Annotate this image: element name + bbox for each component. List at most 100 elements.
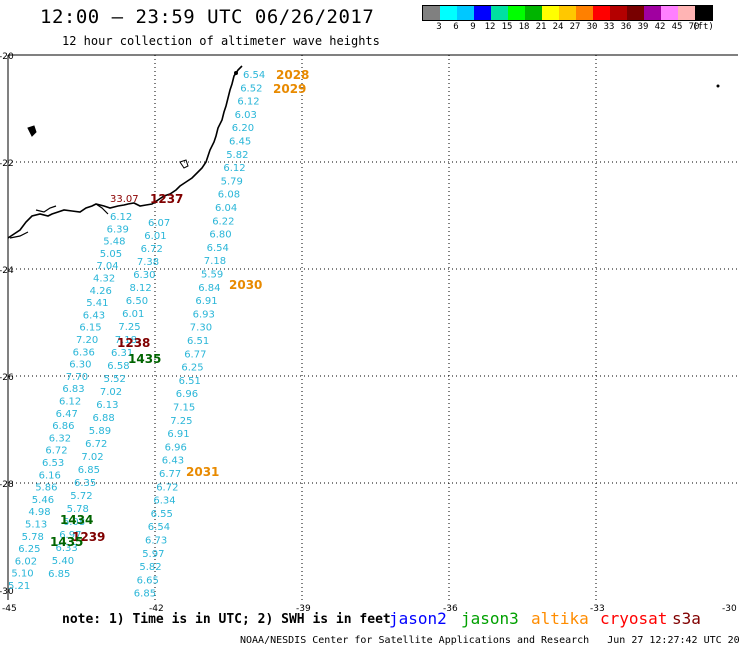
legend-swatch xyxy=(661,6,678,20)
island xyxy=(716,84,720,88)
legend-swatch xyxy=(644,6,661,20)
swh-value: 7.38 xyxy=(137,257,159,268)
swh-value: 6.02 xyxy=(15,556,37,567)
pass-label: 1435 xyxy=(50,535,83,549)
swh-value: 5.78 xyxy=(67,504,89,515)
swh-value: 6.12 xyxy=(59,397,81,408)
map-subtitle: 12 hour collection of altimeter wave hei… xyxy=(62,34,380,48)
swh-value: 6.12 xyxy=(110,212,132,223)
swh-value: 6.20 xyxy=(232,123,254,134)
legend-label: 21 xyxy=(535,22,547,32)
legend-swatch xyxy=(423,6,440,20)
swh-value: 6.54 xyxy=(243,70,265,81)
legend-label: 27 xyxy=(569,22,581,32)
pass-label: 2031 xyxy=(186,465,219,479)
lat-label: -22 xyxy=(0,159,14,169)
legend-swatch xyxy=(457,6,474,20)
swh-value: 7.02 xyxy=(100,387,122,398)
legend-swatch xyxy=(440,6,457,20)
legend-label: 15 xyxy=(501,22,513,32)
color-scale-labels: 3 6 9 12 15 18 21 24 27 30 33 36 39 42 45 70 (ft) xyxy=(422,22,740,34)
legend-swatch xyxy=(491,6,508,20)
island xyxy=(179,159,189,169)
pass-label: 1434 xyxy=(60,513,93,527)
legend-label: 70 xyxy=(688,22,700,32)
swh-value: 6.91 xyxy=(195,296,217,307)
swh-value: 5.79 xyxy=(221,176,243,187)
swh-value: 6.36 xyxy=(73,347,95,358)
swh-value: 5.46 xyxy=(32,495,54,506)
swh-value: 6.43 xyxy=(162,456,184,467)
swh-value: 5.21 xyxy=(8,581,30,592)
swh-value: 7.25 xyxy=(118,322,140,333)
swh-value: 6.51 xyxy=(179,376,201,387)
swh-value: 6.51 xyxy=(187,336,209,347)
swh-value: 6.84 xyxy=(198,283,220,294)
lon-label: -33 xyxy=(590,604,605,614)
lon-label: -36 xyxy=(443,604,458,614)
swh-value: 7.25 xyxy=(170,416,192,427)
footnote: note: 1) Time is in UTC; 2) SWH is in fe… xyxy=(62,612,391,627)
swh-value: 6.83 xyxy=(62,384,84,395)
swh-value: 6.73 xyxy=(145,536,167,547)
lat-label: -24 xyxy=(0,266,14,276)
lat-label: -30 xyxy=(0,587,14,597)
legend-swatch xyxy=(593,6,610,20)
color-scale-legend xyxy=(422,5,713,21)
pass-label: 1435 xyxy=(128,352,161,366)
legend-label: 45 xyxy=(671,22,683,32)
swh-value: 5.82 xyxy=(139,562,161,573)
swh-value: 6.93 xyxy=(193,309,215,320)
satellite-jason2: jason2 xyxy=(389,609,447,628)
swh-value: 6.43 xyxy=(83,310,105,321)
coastline-detail xyxy=(9,203,109,239)
legend-swatch xyxy=(695,6,712,20)
legend-label: 9 xyxy=(470,22,476,32)
satellite-altika: altika xyxy=(531,609,589,628)
swh-value: 6.50 xyxy=(126,296,148,307)
legend-label: 3 xyxy=(436,22,442,32)
swh-value: 5.82 xyxy=(226,150,248,161)
swh-value: 6.01 xyxy=(122,309,144,320)
coastline xyxy=(7,65,243,239)
lon-label: -30 xyxy=(722,604,737,614)
swh-value: 6.35 xyxy=(74,478,96,489)
swh-value: 6.72 xyxy=(156,482,178,493)
swh-value: 6.65 xyxy=(137,575,159,586)
swh-value: 6.25 xyxy=(181,363,203,374)
swh-value: 6.47 xyxy=(56,409,78,420)
swh-value: 5.89 xyxy=(89,426,111,437)
pass-label: 2030 xyxy=(229,278,262,292)
legend-label: 33 xyxy=(603,22,615,32)
swh-value: 6.85 xyxy=(134,589,156,600)
swh-value: 6.55 xyxy=(151,509,173,520)
legend-swatch xyxy=(678,6,695,20)
swh-value: 6.04 xyxy=(215,203,237,214)
swh-value: 6.45 xyxy=(229,137,251,148)
legend-label: 36 xyxy=(620,22,632,32)
legend-label: 18 xyxy=(518,22,530,32)
pass-label: 1239 xyxy=(72,530,105,544)
legend-label: 30 xyxy=(586,22,598,32)
swh-value: 6.30 xyxy=(133,270,155,281)
swh-value: 6.30 xyxy=(69,360,91,371)
swh-value: 6.72 xyxy=(85,439,107,450)
swh-value: 5.72 xyxy=(70,491,92,502)
map-title: 12:00 — 23:59 UTC 06/26/2017 xyxy=(40,6,375,28)
swh-value: 6.54 xyxy=(148,522,170,533)
lon-label: -45 xyxy=(2,604,17,614)
swh-value: 5.13 xyxy=(25,520,47,531)
swh-value: 6.85 xyxy=(78,465,100,476)
swh-value: 7.02 xyxy=(81,452,103,463)
swh-value: 5.86 xyxy=(35,483,57,494)
swh-value: 6.58 xyxy=(107,361,129,372)
legend-label: 42 xyxy=(654,22,666,32)
swh-value: 6.08 xyxy=(63,517,85,528)
pass-label: 1237 xyxy=(150,192,183,206)
lat-label: -26 xyxy=(0,373,14,383)
lat-label: -28 xyxy=(0,480,14,490)
swh-value: 6.53 xyxy=(42,458,64,469)
swh-value: 6.91 xyxy=(167,429,189,440)
swh-value: 5.41 xyxy=(86,298,108,309)
credit-line: NOAA/NESDIS Center for Satellite Applica… xyxy=(240,635,740,646)
